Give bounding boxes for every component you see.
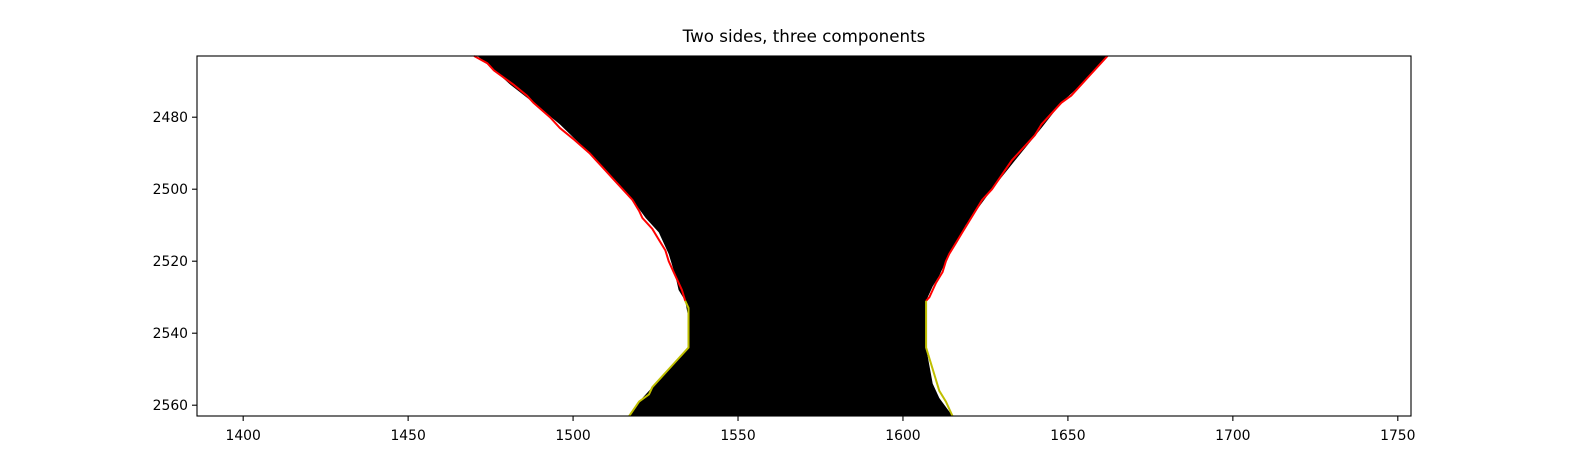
axes-frame — [196, 55, 1412, 417]
x-tick-label: 1550 — [720, 428, 755, 444]
x-tick-label: 1750 — [1380, 428, 1415, 444]
y-tick-label: 2520 — [153, 254, 188, 270]
chart-title: Two sides, three components — [682, 26, 926, 46]
x-tick-label: 1400 — [226, 428, 261, 444]
y-tick-label: 2500 — [153, 182, 188, 198]
x-tick-label: 1450 — [390, 428, 425, 444]
contour-2 — [628, 300, 690, 417]
y-tick-label: 2480 — [153, 110, 188, 126]
contours — [473, 55, 1109, 417]
y-tick-label: 2540 — [153, 326, 188, 342]
x-tick-label: 1700 — [1215, 428, 1250, 444]
y-axis: 2480 2500 2520 2540 2560 — [153, 110, 197, 414]
y-tick-label: 2560 — [153, 398, 188, 414]
x-tick-label: 1500 — [555, 428, 590, 444]
contour-1 — [473, 55, 687, 302]
x-tick-label: 1600 — [885, 428, 920, 444]
x-tick-label: 1650 — [1050, 428, 1085, 444]
x-axis: 1400 1450 1500 1550 1600 1650 1700 1750 — [226, 416, 1415, 444]
plot-area — [196, 55, 1412, 417]
contour-4 — [925, 300, 954, 417]
foreground-mask — [477, 56, 1108, 416]
contour-3 — [925, 55, 1109, 302]
